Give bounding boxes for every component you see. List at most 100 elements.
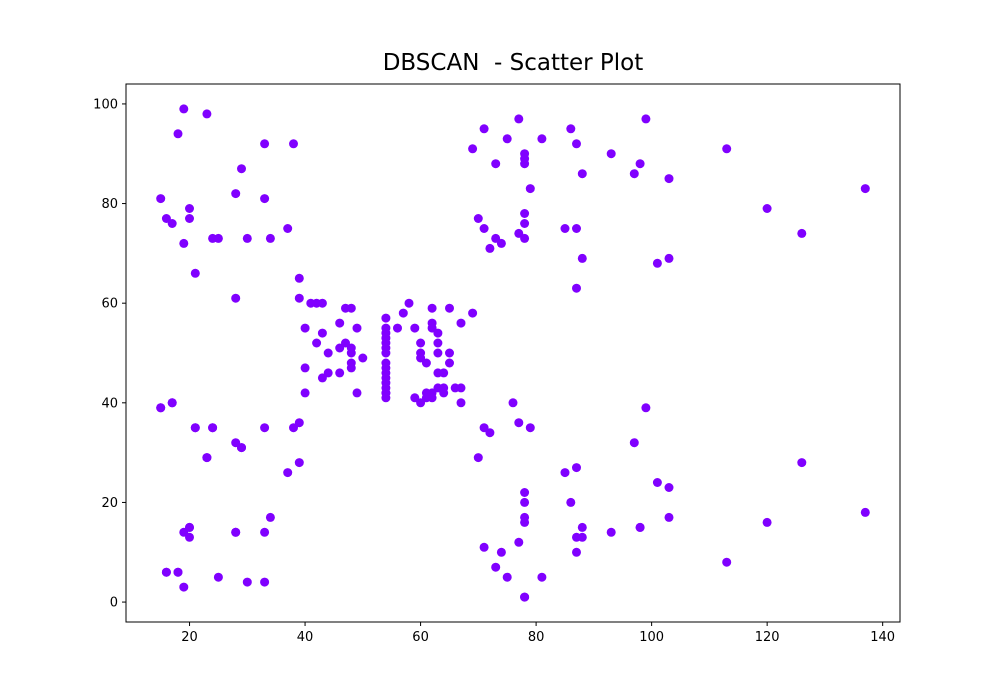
data-point	[300, 323, 310, 333]
data-point	[606, 149, 616, 159]
data-point	[514, 114, 524, 124]
data-point	[421, 358, 431, 368]
data-point	[283, 224, 293, 233]
data-point	[445, 358, 454, 368]
data-point	[456, 383, 466, 393]
data-point	[433, 328, 443, 338]
data-point	[664, 253, 674, 263]
data-point	[190, 268, 200, 278]
data-point	[456, 318, 466, 328]
data-point	[410, 323, 420, 333]
data-point	[762, 517, 772, 527]
data-point	[289, 139, 298, 149]
data-point	[179, 104, 189, 114]
data-point	[508, 398, 518, 408]
data-point	[300, 363, 310, 373]
data-point	[213, 572, 223, 582]
data-point	[317, 328, 327, 338]
data-point	[352, 388, 362, 398]
data-point	[190, 423, 200, 433]
data-point	[323, 368, 333, 378]
data-point	[300, 388, 310, 398]
data-point	[185, 522, 194, 532]
data-point	[664, 483, 674, 492]
data-point	[381, 348, 391, 358]
data-point	[317, 298, 327, 308]
data-point	[352, 323, 362, 333]
data-point	[520, 219, 530, 228]
data-point	[439, 383, 449, 393]
data-point	[427, 303, 437, 313]
data-point	[156, 194, 166, 204]
y-tick-label: 60	[101, 297, 118, 312]
data-point	[346, 343, 356, 353]
data-point	[312, 338, 322, 348]
data-point	[167, 219, 177, 228]
data-point	[185, 214, 194, 223]
data-point	[260, 577, 270, 587]
chart-title: DBSCAN - Scatter Plot	[382, 50, 644, 76]
y-tick-label: 100	[93, 97, 118, 112]
data-point	[202, 453, 212, 463]
data-point	[242, 233, 252, 243]
data-point	[485, 428, 495, 438]
y-tick-label: 20	[101, 496, 118, 511]
data-point	[398, 308, 408, 318]
data-point	[294, 273, 304, 283]
data-point	[797, 228, 807, 238]
data-point	[762, 204, 772, 213]
data-point	[242, 577, 252, 587]
data-point	[335, 368, 345, 378]
data-point	[572, 139, 581, 149]
points-layer	[156, 104, 870, 602]
data-point	[260, 423, 270, 433]
data-point	[860, 507, 870, 517]
data-point	[514, 537, 524, 547]
data-point	[404, 298, 414, 308]
data-point	[502, 134, 512, 144]
data-point	[606, 527, 616, 537]
data-point	[641, 114, 651, 124]
data-point	[185, 532, 194, 542]
data-point	[664, 512, 674, 522]
x-tick-label: 140	[870, 630, 895, 645]
data-point	[456, 398, 466, 408]
data-point	[283, 468, 293, 478]
data-point	[577, 522, 587, 532]
data-point	[335, 318, 345, 328]
data-point	[213, 233, 223, 243]
data-point	[491, 159, 501, 169]
data-point	[416, 338, 426, 348]
data-point	[560, 468, 570, 478]
x-tick-label: 60	[412, 630, 429, 645]
data-point	[208, 423, 218, 433]
data-point	[265, 233, 275, 243]
x-tick-label: 20	[181, 630, 198, 645]
axes-frame	[125, 83, 901, 623]
data-point	[496, 547, 506, 557]
data-point	[358, 353, 368, 363]
data-point	[629, 169, 639, 179]
data-point	[525, 423, 535, 433]
data-point	[560, 224, 570, 233]
data-point	[381, 383, 391, 393]
data-point	[520, 592, 530, 602]
data-point	[445, 303, 454, 313]
data-point	[473, 214, 483, 223]
y-tick-label: 80	[101, 197, 118, 212]
x-tick-label: 80	[528, 630, 545, 645]
data-point	[439, 368, 449, 378]
data-point	[664, 174, 674, 184]
data-point	[514, 418, 524, 428]
data-point	[202, 109, 212, 119]
data-point	[185, 204, 194, 213]
data-point	[294, 418, 304, 428]
y-tick-label: 40	[101, 396, 118, 411]
data-point	[520, 159, 530, 169]
data-point	[479, 124, 489, 134]
data-point	[231, 293, 241, 303]
data-point	[433, 348, 443, 358]
x-tick-label: 120	[755, 630, 780, 645]
